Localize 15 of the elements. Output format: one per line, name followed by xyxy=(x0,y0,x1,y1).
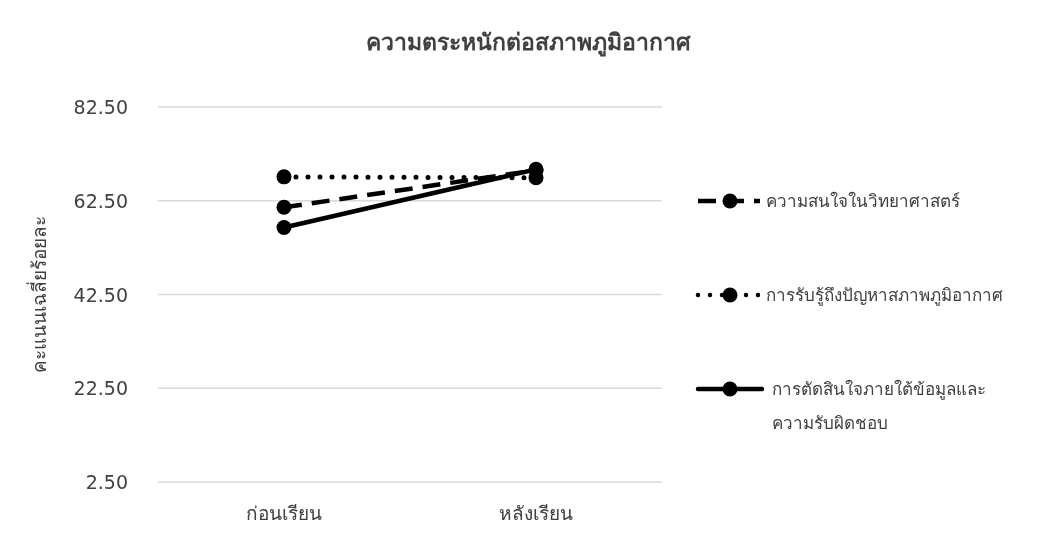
x-tick-label: หลังเรียน xyxy=(499,502,573,524)
y-tick-label: 42.50 xyxy=(73,283,128,306)
y-axis-title: คะแนนเฉลี่ยร้อยละ xyxy=(26,216,50,373)
y-tick-label: 82.50 xyxy=(73,96,128,118)
y-tick-label: 22.50 xyxy=(73,377,128,400)
point xyxy=(276,199,292,215)
point xyxy=(276,169,292,185)
legend-label: การตัดสินใจภายใต้ข้อมูลและความรับผิดชอบ xyxy=(772,378,987,435)
point xyxy=(276,219,292,235)
y-tick-label: 2.50 xyxy=(85,471,128,493)
chart-title: ความตระหนักต่อสภาพภูมิอากาศ xyxy=(365,29,691,57)
legend-label: ความสนใจในวิทยาศาสตร์ xyxy=(766,190,962,213)
legend-label: การรับรู้ถึงปัญหาสภาพภูมิอากาศ xyxy=(766,284,1005,308)
x-tick-label: ก่อนเรียน xyxy=(246,502,322,524)
y-tick-label: 62.50 xyxy=(73,189,128,212)
